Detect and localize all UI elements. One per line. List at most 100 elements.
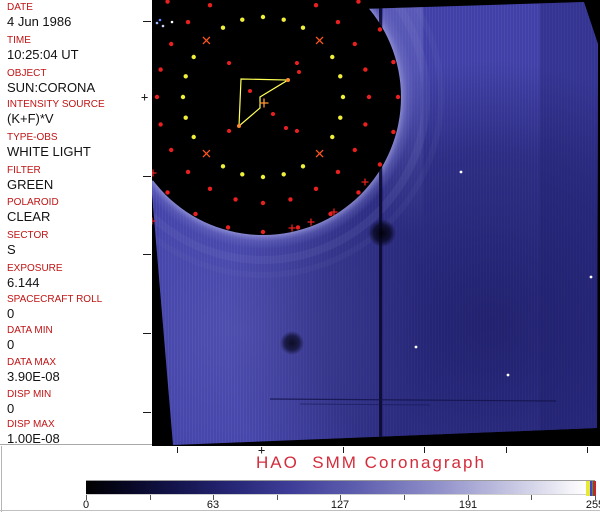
red-plus-mark bbox=[361, 178, 369, 186]
yellow-fiducial-ring-dot bbox=[191, 54, 196, 60]
field-label: POLAROID bbox=[7, 197, 59, 208]
colorbar-tick-label: 255 bbox=[585, 499, 600, 511]
field-value: CLEAR bbox=[7, 209, 51, 224]
mid-red-ring-dot bbox=[169, 41, 174, 47]
scratch-line bbox=[299, 403, 431, 406]
left-axis-tick bbox=[143, 254, 151, 255]
outer-red-ring-dot bbox=[395, 94, 401, 100]
mid-red-ring-dot bbox=[154, 94, 160, 100]
mid-red-ring-dot bbox=[335, 19, 341, 25]
inner-red-dot bbox=[284, 126, 288, 130]
metadata-field-time: TIME 10:25:04 UT bbox=[7, 36, 79, 62]
field-value: 10:25:04 UT bbox=[7, 47, 79, 62]
yellow-fiducial-ring-dot bbox=[220, 164, 226, 169]
colorbar-saturation-stripe bbox=[589, 481, 592, 496]
field-value: 3.90E-08 bbox=[7, 369, 60, 384]
star-speck bbox=[459, 170, 463, 174]
mid-red-ring-dot bbox=[185, 169, 191, 175]
yellow-fiducial-ring-dot bbox=[281, 172, 286, 177]
outer-red-ring-dot bbox=[391, 59, 396, 65]
mid-red-ring-dot bbox=[366, 94, 372, 100]
bottom-axis-tick bbox=[343, 447, 344, 453]
camera-frame bbox=[152, 0, 598, 445]
inner-red-diagonals-dot bbox=[226, 60, 232, 66]
outer-red-ring-dot bbox=[225, 225, 231, 230]
field-label: DATE bbox=[7, 2, 33, 13]
yellow-fiducial-ring-dot bbox=[330, 54, 335, 60]
mid-red-ring-dot bbox=[352, 41, 357, 47]
corner-sparkle bbox=[155, 21, 159, 25]
yellow-fiducial-ring-dot bbox=[338, 115, 343, 120]
image-title: HAO SMM Coronagraph bbox=[256, 453, 486, 472]
colorbar-tick bbox=[595, 495, 596, 500]
coronagraph-render bbox=[152, 0, 600, 446]
colorbar-tick-label: 191 bbox=[458, 499, 478, 511]
field-value: SUN:CORONA bbox=[7, 80, 96, 95]
yellow-fiducial-ring-dot bbox=[240, 17, 245, 22]
colorbar-tick bbox=[404, 495, 405, 500]
field-label: FILTER bbox=[7, 165, 41, 176]
metadata-field-date: DATE 4 Jun 1986 bbox=[7, 2, 71, 29]
diagonal-x-mark bbox=[315, 36, 324, 45]
yellow-fiducial-ring-dot bbox=[338, 74, 343, 79]
mid-red-ring-dot bbox=[207, 186, 213, 191]
star-speck bbox=[414, 345, 418, 349]
metadata-field-sector: SECTOR S bbox=[7, 230, 49, 257]
outer-red-ring-dot bbox=[356, 0, 361, 4]
inner-red-dot bbox=[271, 112, 275, 116]
left-axis-tick bbox=[143, 333, 151, 334]
dark-spot-large bbox=[368, 219, 396, 247]
field-value: 6.144 bbox=[7, 275, 40, 290]
colorbar-tick bbox=[277, 495, 278, 500]
yellow-fiducial-ring-dot bbox=[183, 115, 188, 120]
mid-red-ring-dot bbox=[158, 67, 163, 72]
bottom-axis-tick bbox=[177, 447, 178, 453]
metadata-field-object: OBJECT SUN:CORONA bbox=[7, 69, 96, 95]
colorbar-tick bbox=[86, 495, 87, 500]
field-value: (K+F)*V bbox=[7, 111, 54, 126]
bottom-axis-plus-mark: + bbox=[258, 443, 266, 457]
metadata-field-spacecraft-roll: SPACECRAFT ROLL 0 bbox=[7, 295, 102, 321]
outer-red-ring-dot bbox=[260, 229, 266, 235]
outer-red-ring-dot bbox=[377, 27, 383, 32]
corner-sparkle bbox=[158, 18, 162, 22]
field-value: 0 bbox=[7, 337, 15, 352]
red-plus-mark bbox=[330, 208, 338, 216]
coronagraph-image bbox=[152, 0, 600, 446]
yellow-fiducial-ring-dot bbox=[281, 17, 286, 22]
dark-spot-small bbox=[280, 331, 304, 355]
mid-red-ring-dot bbox=[233, 197, 238, 202]
field-label: SECTOR bbox=[7, 230, 49, 241]
yellow-fiducial-ring-dot bbox=[183, 74, 188, 79]
star-speck bbox=[589, 275, 593, 279]
yellow-fiducial-ring-dot bbox=[300, 25, 306, 30]
window-border-bottom bbox=[0, 510, 600, 511]
bottom-axis-tick bbox=[506, 447, 507, 453]
mid-red-ring-dot bbox=[363, 122, 368, 127]
field-value: 1.00E-08 bbox=[7, 431, 60, 446]
colorbar-tick-label: 63 bbox=[206, 499, 220, 511]
field-label: TYPE-OBS bbox=[7, 132, 58, 143]
left-axis-plus-mark: + bbox=[141, 90, 149, 104]
metadata-field-exposure: EXPOSURE 6.144 bbox=[7, 264, 63, 290]
colorbar-tick bbox=[150, 495, 151, 500]
red-plus-mark bbox=[152, 217, 156, 225]
colorbar-tick-label: 127 bbox=[330, 499, 350, 511]
field-value: GREEN bbox=[7, 177, 54, 192]
colorbar-saturation-stripe bbox=[593, 481, 596, 496]
outer-red-ring-dot bbox=[295, 225, 301, 230]
mid-red-ring-dot bbox=[313, 3, 319, 8]
inner-red-diagonals-dot bbox=[294, 60, 300, 66]
mid-red-ring-dot bbox=[363, 67, 368, 72]
occulting-disk bbox=[152, 0, 401, 235]
colorbar-tick-label: 0 bbox=[82, 499, 90, 511]
field-label: DATA MIN bbox=[7, 325, 53, 336]
outer-red-ring-dot bbox=[391, 129, 396, 135]
scratch-line bbox=[269, 398, 557, 402]
red-plus-mark bbox=[307, 218, 315, 226]
mid-red-ring-dot bbox=[185, 19, 191, 25]
inner-red-dot bbox=[248, 89, 252, 93]
metadata-field-data-max: DATA MAX 3.90E-08 bbox=[7, 358, 60, 384]
diagonal-x-mark bbox=[315, 149, 324, 158]
sun-center-mark bbox=[259, 98, 269, 108]
